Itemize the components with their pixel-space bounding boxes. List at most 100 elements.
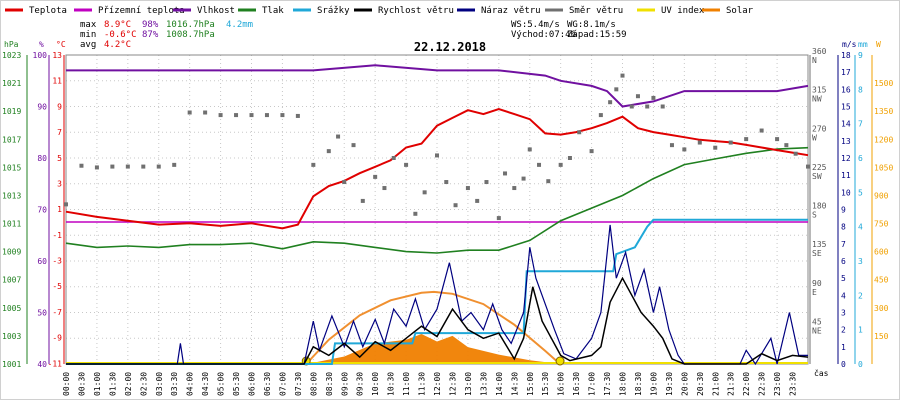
direction-card: N <box>812 56 817 65</box>
x-tick: 19:30 <box>665 372 674 396</box>
x-tick: 22:30 <box>758 372 767 396</box>
x-tick: 07:00 <box>278 372 287 396</box>
speed-tick: 17 <box>841 68 851 77</box>
speed-tick: 15 <box>841 103 851 112</box>
wind-direction-point <box>382 186 387 191</box>
wind-direction-point <box>422 190 427 195</box>
x-tick: 23:00 <box>773 372 782 396</box>
wind-direction-point <box>503 171 508 176</box>
stats-block: max 8.9°C 98% 1016.7hPa 4.2mm min -0.6°C 87% 100… <box>80 20 627 50</box>
wind-direction-point <box>391 156 396 160</box>
pressure-tick: 1017 <box>2 135 21 144</box>
x-tick: 20:00 <box>680 372 689 396</box>
pressure-tick: 1001 <box>2 360 21 369</box>
x-tick: 21:30 <box>727 372 736 396</box>
x-tick: 18:00 <box>619 372 628 396</box>
direction-card: NW <box>812 95 822 104</box>
x-tick: 01:30 <box>108 372 117 396</box>
plot-area <box>64 64 810 366</box>
wind-direction-point <box>682 147 687 152</box>
wind-direction-point <box>728 140 733 145</box>
wind-direction-point <box>295 113 300 118</box>
humidity-tick: 50 <box>37 309 47 318</box>
speed-tick: 18 <box>841 51 851 60</box>
solar-tick: 750 <box>874 220 889 229</box>
x-tick: 16:00 <box>557 372 566 396</box>
x-tick: 13:00 <box>464 372 473 396</box>
pressure-tick: 1015 <box>2 163 21 172</box>
x-tick: 14:30 <box>510 372 519 396</box>
rain-unit: mm <box>858 40 868 49</box>
wind-direction-point <box>156 164 161 169</box>
direction-card: E <box>812 288 817 297</box>
wind-direction-point <box>110 164 115 169</box>
speed-tick: 6 <box>841 257 846 266</box>
temp-tick: 5 <box>57 154 62 163</box>
x-tick: 09:30 <box>356 372 365 396</box>
direction-card: SW <box>812 172 822 181</box>
x-tick: 08:30 <box>325 372 334 396</box>
wind-direction-point <box>94 165 99 170</box>
solar-tick: 1200 <box>874 135 893 144</box>
wind-direction-point <box>444 180 449 185</box>
wind-direction-point <box>336 134 341 139</box>
wind-direction-point <box>806 164 810 169</box>
rain-tick: 7 <box>858 120 863 129</box>
x-tick: 10:00 <box>371 372 380 396</box>
rain-tick: 2 <box>858 291 863 300</box>
x-tick: 01:00 <box>93 372 102 396</box>
x-tick: 20:30 <box>696 372 705 396</box>
wind-direction-point <box>669 143 674 148</box>
pressure-tick: 1023 <box>2 51 21 60</box>
humidity-tick: 100 <box>33 51 48 60</box>
wind-direction-point <box>249 113 254 118</box>
direction-tick: 315 <box>812 86 827 95</box>
direction-card: SE <box>812 249 822 258</box>
wind-direction-point <box>360 198 365 203</box>
speed-tick: 9 <box>841 206 846 215</box>
wind-direction-point <box>759 128 764 133</box>
wind-direction-point <box>651 95 656 100</box>
wind-direction-point <box>187 110 192 115</box>
direction-card: S <box>812 211 817 220</box>
pressure-tick: 1013 <box>2 191 21 200</box>
wind-direction-point <box>435 153 439 158</box>
wind-direction-point <box>280 113 285 118</box>
x-tick: 04:00 <box>186 372 195 396</box>
rain-tick: 0 <box>858 360 863 369</box>
pressure-tick: 1007 <box>2 276 21 285</box>
speed-tick: 12 <box>841 154 851 163</box>
direction-card: W <box>812 133 817 142</box>
wind-direction-point <box>342 180 347 185</box>
legend-label: Srážky <box>317 6 350 16</box>
wind-direction-point <box>203 110 208 115</box>
stats-pressure: 1008.7hPa <box>166 30 215 40</box>
wind-direction-point <box>793 151 798 156</box>
legend-label: Tlak <box>262 6 284 16</box>
x-tick: 02:00 <box>124 372 133 396</box>
wind-direction-point <box>635 94 640 99</box>
temp-tick: -1 <box>52 231 62 240</box>
stats-temp: 8.9°C <box>104 20 131 30</box>
humidity-tick: 70 <box>37 206 47 215</box>
solar-tick: 450 <box>874 276 889 285</box>
x-axis: 00:00 00:30 01:00 01:30 02:00 02:30 03:00 03:30… <box>62 368 829 396</box>
legend-label: Směr větru <box>569 6 623 16</box>
rain-tick: 3 <box>858 257 863 266</box>
speed-tick: 0 <box>841 360 846 369</box>
stats-humidity: 87% <box>142 30 159 40</box>
pressure-series <box>65 146 809 254</box>
solar-series <box>66 334 808 364</box>
humidity-series <box>66 64 809 108</box>
x-tick: 00:00 <box>62 372 71 396</box>
pressure-tick: 1021 <box>2 79 21 88</box>
humidity-tick: 60 <box>37 257 47 266</box>
humidity-unit: % <box>39 40 44 49</box>
rain-tick: 4 <box>858 223 863 232</box>
solar-unit: W <box>876 40 881 49</box>
wind-direction-point <box>465 186 470 191</box>
direction-tick: 135 <box>812 240 827 249</box>
x-tick: 17:00 <box>588 372 597 396</box>
wind-direction-point <box>577 130 582 135</box>
legend-label: UV index <box>661 6 705 16</box>
